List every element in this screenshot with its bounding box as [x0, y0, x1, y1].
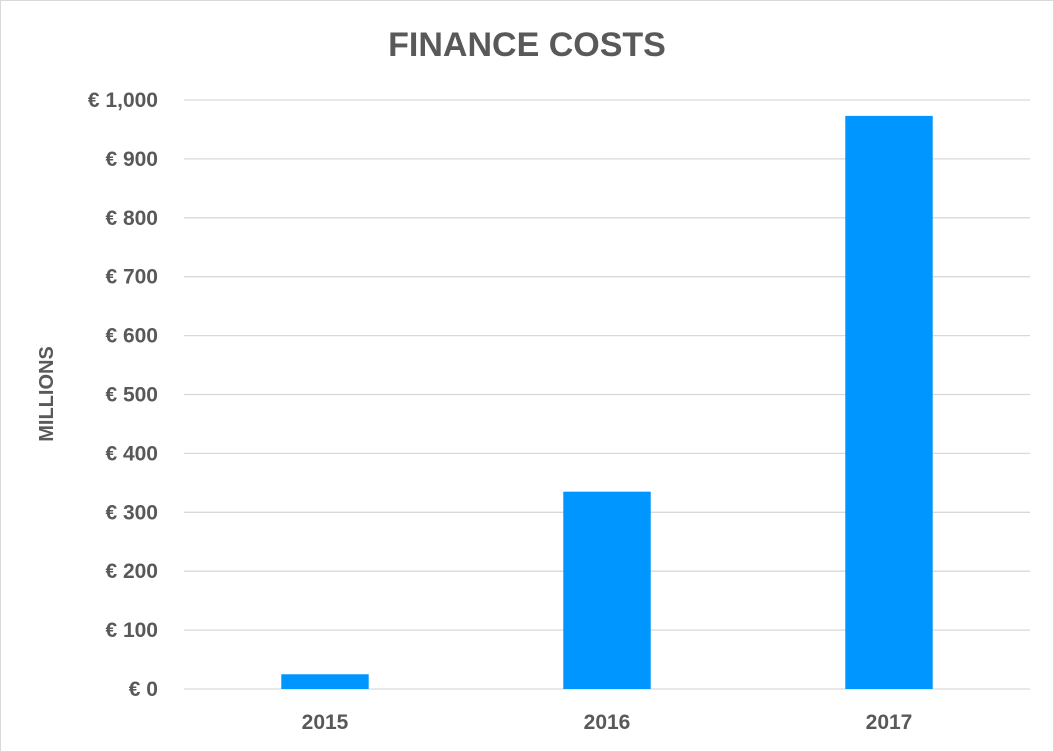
y-tick-label: € 800 [105, 207, 158, 230]
y-tick-label: € 300 [105, 501, 158, 524]
x-axis-ticks: 2015 2016 2017 [302, 711, 913, 734]
y-tick-label: € 900 [105, 148, 158, 171]
y-tick-label: € 600 [105, 325, 158, 348]
bar-2016 [563, 491, 651, 689]
chart-title: FINANCE COSTS [388, 26, 666, 64]
bars [281, 115, 933, 689]
y-tick-label: € 1,000 [88, 89, 158, 112]
x-tick-label: 2017 [866, 711, 913, 734]
y-tick-label: € 100 [105, 619, 158, 642]
y-axis-label: MILLIONS [36, 346, 58, 442]
y-tick-label: € 0 [129, 678, 158, 701]
y-tick-label: € 700 [105, 266, 158, 289]
y-axis-ticks: € 0 € 100 € 200 € 300 € 400 € 500 € 600 € 700 € … [88, 89, 158, 701]
x-tick-label: 2016 [584, 711, 631, 734]
x-tick-label: 2015 [302, 711, 349, 734]
bar-2017 [845, 115, 933, 689]
bar-2015 [281, 674, 369, 689]
y-tick-label: € 200 [105, 560, 158, 583]
y-tick-label: € 500 [105, 384, 158, 407]
y-tick-label: € 400 [105, 442, 158, 465]
